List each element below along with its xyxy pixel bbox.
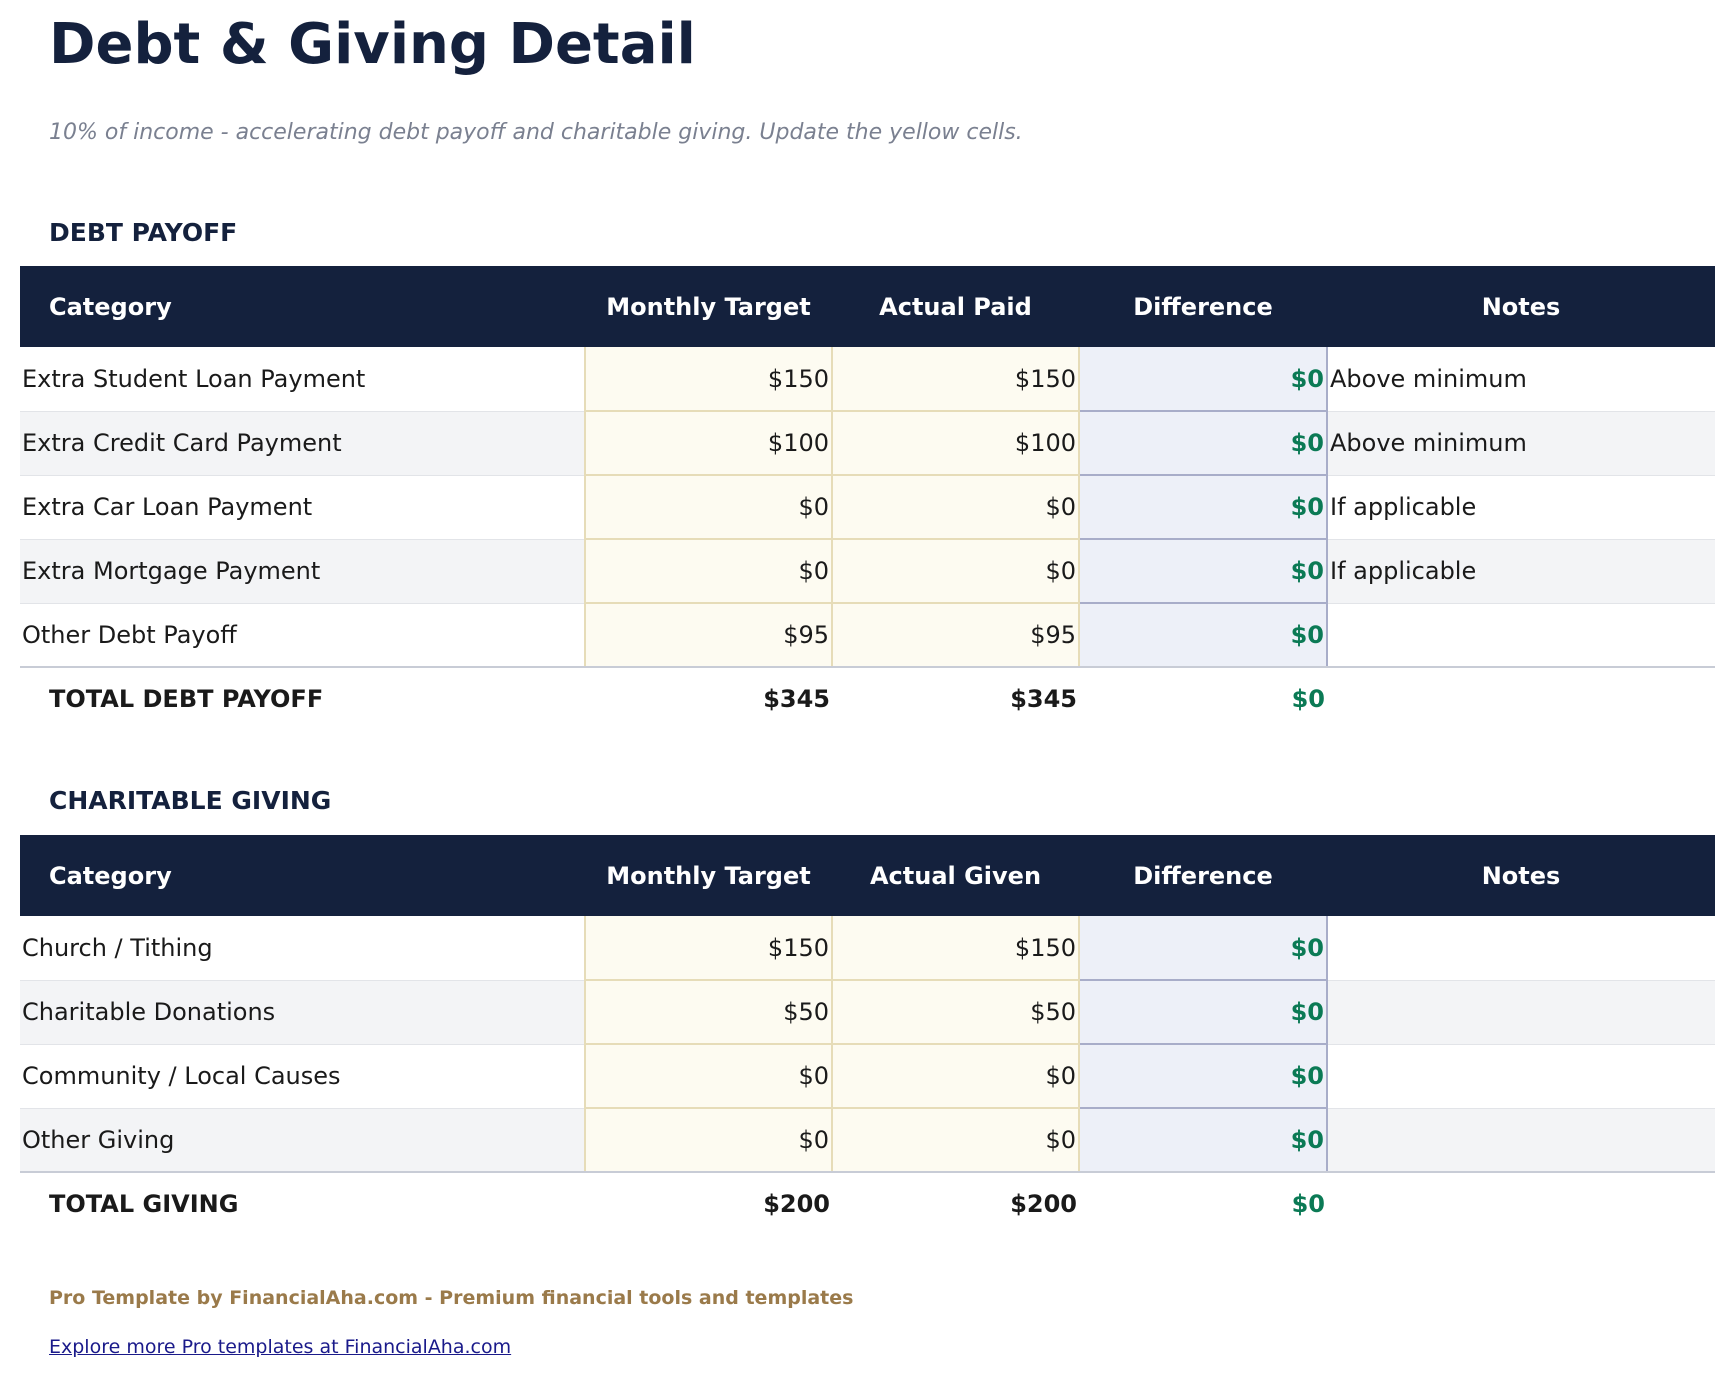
- actual-input[interactable]: $100: [831, 411, 1080, 476]
- monthly-target-input[interactable]: $50: [584, 980, 833, 1045]
- monthly-target-input[interactable]: $0: [584, 475, 833, 540]
- giving-section-heading: CHARITABLE GIVING: [49, 786, 332, 815]
- difference-cell: $0: [1078, 1108, 1328, 1173]
- total-difference: $0: [1079, 1172, 1327, 1234]
- column-header: Category: [20, 266, 585, 347]
- giving-table: Category Monthly Target Actual Given Differ…: [20, 835, 1715, 1234]
- column-header: Monthly Target: [585, 835, 832, 916]
- monthly-target-input[interactable]: $150: [584, 347, 833, 412]
- total-notes: [1327, 1172, 1715, 1234]
- financialaha-link[interactable]: Explore more Pro templates at FinancialA…: [49, 1336, 512, 1358]
- difference-cell: $0: [1078, 1044, 1328, 1109]
- total-difference: $0: [1079, 667, 1327, 729]
- category-cell: Other Debt Payoff: [20, 603, 585, 668]
- monthly-target-input[interactable]: $0: [584, 1108, 833, 1173]
- category-cell: Community / Local Causes: [20, 1044, 585, 1109]
- table-row: Church / Tithing $150 $150 $0: [20, 916, 1715, 981]
- notes-cell[interactable]: [1327, 916, 1715, 981]
- actual-input[interactable]: $0: [831, 539, 1080, 604]
- actual-input[interactable]: $150: [831, 347, 1080, 412]
- notes-cell[interactable]: If applicable: [1327, 475, 1715, 540]
- table-row: Other Giving $0 $0 $0: [20, 1108, 1715, 1173]
- total-row: TOTAL DEBT PAYOFF $345 $345 $0: [20, 667, 1715, 729]
- difference-cell: $0: [1078, 347, 1328, 412]
- total-label: TOTAL DEBT PAYOFF: [20, 667, 585, 729]
- table-row: Community / Local Causes $0 $0 $0: [20, 1044, 1715, 1109]
- actual-input[interactable]: $50: [831, 980, 1080, 1045]
- debt-table: Category Monthly Target Actual Paid Differe…: [20, 266, 1715, 729]
- actual-input[interactable]: $150: [831, 916, 1080, 981]
- table-row: Extra Mortgage Payment $0 $0 $0 If applicabl…: [20, 539, 1715, 604]
- actual-input[interactable]: $0: [831, 1044, 1080, 1109]
- total-actual: $200: [832, 1172, 1079, 1234]
- total-label: TOTAL GIVING: [20, 1172, 585, 1234]
- column-header: Actual Given: [832, 835, 1079, 916]
- difference-cell: $0: [1078, 916, 1328, 981]
- column-header: Difference: [1079, 835, 1327, 916]
- monthly-target-input[interactable]: $100: [584, 411, 833, 476]
- difference-cell: $0: [1078, 539, 1328, 604]
- actual-input[interactable]: $95: [831, 603, 1080, 668]
- total-row: TOTAL GIVING $200 $200 $0: [20, 1172, 1715, 1234]
- table-row: Extra Credit Card Payment $100 $100 $0 Above…: [20, 411, 1715, 476]
- category-cell: Charitable Donations: [20, 980, 585, 1045]
- column-header: Actual Paid: [832, 266, 1079, 347]
- category-cell: Other Giving: [20, 1108, 585, 1173]
- total-actual: $345: [832, 667, 1079, 729]
- debt-section-heading: DEBT PAYOFF: [49, 218, 238, 247]
- table-row: Charitable Donations $50 $50 $0: [20, 980, 1715, 1045]
- category-cell: Church / Tithing: [20, 916, 585, 981]
- page-subtitle: 10% of income - accelerating debt payoff…: [49, 120, 1023, 145]
- actual-input[interactable]: $0: [831, 1108, 1080, 1173]
- column-header: Difference: [1079, 266, 1327, 347]
- monthly-target-input[interactable]: $0: [584, 1044, 833, 1109]
- monthly-target-input[interactable]: $150: [584, 916, 833, 981]
- column-header: Notes: [1327, 835, 1715, 916]
- monthly-target-input[interactable]: $95: [584, 603, 833, 668]
- difference-cell: $0: [1078, 411, 1328, 476]
- notes-cell[interactable]: Above minimum: [1327, 411, 1715, 476]
- total-notes: [1327, 667, 1715, 729]
- notes-cell[interactable]: If applicable: [1327, 539, 1715, 604]
- category-cell: Extra Credit Card Payment: [20, 411, 585, 476]
- header-row: Category Monthly Target Actual Paid Differe…: [20, 266, 1715, 347]
- table-row: Extra Car Loan Payment $0 $0 $0 If applicabl…: [20, 475, 1715, 540]
- total-target: $345: [585, 667, 832, 729]
- monthly-target-input[interactable]: $0: [584, 539, 833, 604]
- notes-cell[interactable]: [1327, 1108, 1715, 1173]
- notes-cell[interactable]: [1327, 980, 1715, 1045]
- table-row: Other Debt Payoff $95 $95 $0: [20, 603, 1715, 668]
- category-cell: Extra Car Loan Payment: [20, 475, 585, 540]
- actual-input[interactable]: $0: [831, 475, 1080, 540]
- notes-cell[interactable]: Above minimum: [1327, 347, 1715, 412]
- column-header: Category: [20, 835, 585, 916]
- notes-cell[interactable]: [1327, 603, 1715, 668]
- table-row: Extra Student Loan Payment $150 $150 $0 Abov…: [20, 347, 1715, 412]
- category-cell: Extra Mortgage Payment: [20, 539, 585, 604]
- total-target: $200: [585, 1172, 832, 1234]
- column-header: Monthly Target: [585, 266, 832, 347]
- category-cell: Extra Student Loan Payment: [20, 347, 585, 412]
- difference-cell: $0: [1078, 603, 1328, 668]
- page-title: Debt & Giving Detail: [49, 12, 696, 77]
- header-row: Category Monthly Target Actual Given Differ…: [20, 835, 1715, 916]
- difference-cell: $0: [1078, 475, 1328, 540]
- notes-cell[interactable]: [1327, 1044, 1715, 1109]
- difference-cell: $0: [1078, 980, 1328, 1045]
- footer-credit: Pro Template by FinancialAha.com - Premi…: [49, 1287, 854, 1309]
- column-header: Notes: [1327, 266, 1715, 347]
